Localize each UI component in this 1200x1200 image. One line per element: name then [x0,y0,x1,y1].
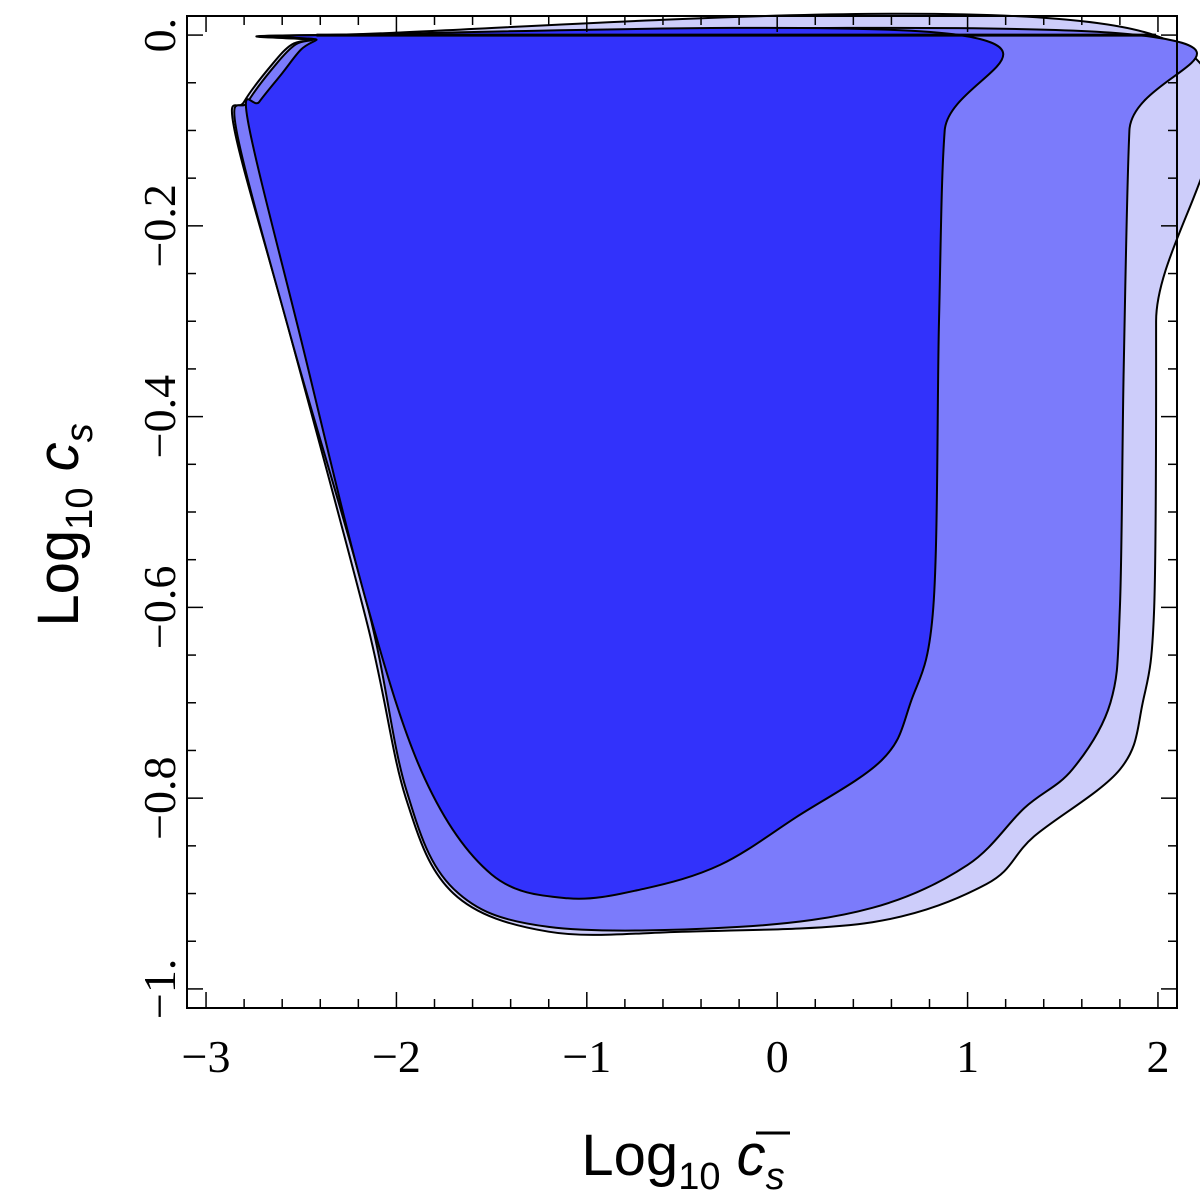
plot-frame [186,15,1178,1009]
y-tick-label: −0.4 [134,375,185,458]
axis-ticks [187,16,1177,1008]
confidence-regions [230,12,1200,936]
y-tick-label: −0.8 [134,756,185,839]
y-axis-label: Log10 cs [26,423,101,626]
y-tick-label: −0.6 [134,566,185,649]
x-tick-label: −2 [372,1031,421,1082]
x-tick-label: −1 [562,1031,611,1082]
x-tick-label: 2 [1146,1031,1169,1082]
tick-labels: −3 −2 −1 0 1 2 0. −0.2 −0.4 −0.6 −0.8 −1. [134,18,1169,1082]
y-tick-label: −1. [134,959,185,1019]
x-tick-label: 1 [956,1031,979,1082]
y-tick-label: 0. [134,18,185,53]
y-tick-label: −0.2 [134,184,185,267]
x-axis-label: Log10 cs [581,1123,784,1198]
x-tick-label: −3 [182,1031,231,1082]
x-tick-label: 0 [766,1031,789,1082]
region-inner [244,26,1005,900]
